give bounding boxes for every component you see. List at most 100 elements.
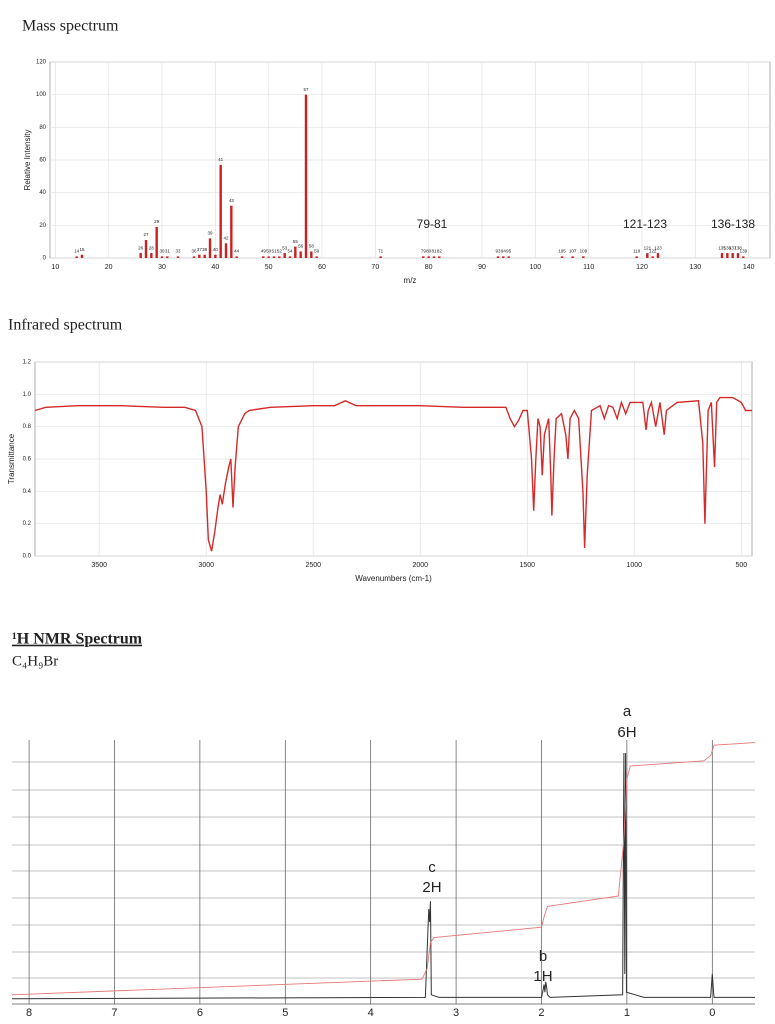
x-tick-label: 90: [478, 264, 486, 271]
bar: [230, 205, 233, 258]
chart-title: Mass spectrum: [22, 18, 119, 35]
y-tick-label: 20: [39, 223, 46, 229]
peak-label: 33: [175, 249, 181, 254]
y-tick-label: 40: [39, 190, 46, 196]
peak-label: 123: [654, 245, 662, 250]
bar: [656, 253, 660, 258]
x-tick-label: 7: [111, 1007, 117, 1019]
y-axis-label: Relative Intensity: [23, 130, 32, 191]
peak-label: 93: [495, 249, 501, 254]
bar: [571, 256, 574, 258]
x-tick-label: 40: [211, 264, 219, 271]
bar: [235, 256, 238, 258]
y-tick-label: 1.2: [23, 360, 32, 366]
peak-label: 109: [580, 249, 588, 254]
bar: [160, 256, 164, 258]
peak-label: 31: [165, 249, 171, 254]
x-tick-label: 500: [735, 562, 747, 569]
y-tick-label: 0.2: [23, 521, 32, 527]
annotation: c: [428, 859, 436, 876]
bar: [80, 254, 84, 258]
bar: [203, 254, 206, 258]
peak-label: 121: [644, 245, 652, 250]
y-tick-label: 80: [39, 125, 46, 131]
peak-label: 42: [223, 235, 229, 240]
x-tick-label: 8: [26, 1007, 32, 1019]
bar: [288, 256, 292, 258]
peak-label: 139: [740, 249, 748, 254]
bar: [582, 256, 585, 258]
bar: [502, 256, 505, 258]
peak-label: 137: [729, 245, 737, 250]
y-tick-label: 0.8: [23, 424, 32, 430]
bar: [75, 256, 78, 258]
bar: [214, 254, 217, 258]
peak-label: 57: [303, 87, 309, 92]
bar: [192, 256, 196, 258]
peak-label: 49: [261, 249, 267, 254]
bar: [166, 256, 169, 258]
bar: [315, 256, 318, 258]
x-tick-label: 70: [371, 264, 379, 271]
peak-label: 40: [213, 247, 219, 252]
bar: [635, 256, 638, 258]
annotation: 1H: [533, 968, 552, 985]
x-tick-label: 6: [197, 1007, 203, 1019]
bar: [150, 253, 153, 258]
y-tick-label: 0: [43, 256, 47, 262]
bar: [726, 253, 729, 258]
x-tick-label: 3500: [91, 562, 107, 569]
peak-label: 55: [293, 239, 299, 244]
y-tick-label: 120: [36, 60, 47, 66]
x-tick-label: 2000: [412, 562, 428, 569]
y-tick-label: 60: [39, 158, 46, 164]
x-tick-label: 140: [743, 264, 755, 271]
peak-label: 136: [724, 245, 732, 250]
peak-label: 122: [649, 249, 657, 254]
x-tick-label: 1500: [519, 562, 535, 569]
peak-label: 53: [282, 245, 288, 250]
peak-label: 79: [421, 249, 427, 254]
bar: [272, 256, 276, 258]
bar: [379, 256, 382, 258]
bar: [144, 240, 148, 258]
peak-label: 41: [218, 157, 224, 162]
x-tick-label: 3000: [198, 562, 214, 569]
peak-label: 50: [266, 249, 272, 254]
spectrum-line: [34, 396, 752, 552]
bar: [507, 256, 510, 258]
peak-label: 80: [426, 249, 432, 254]
peak-label: 52: [277, 249, 283, 254]
peak-label: 94: [501, 249, 507, 254]
peak-label: 51: [271, 249, 277, 254]
x-tick-label: 4: [368, 1007, 374, 1019]
bar: [720, 253, 724, 258]
bar: [299, 251, 302, 258]
bar: [224, 243, 228, 258]
spectrum-line: [11, 742, 756, 996]
chart-subtitle: C₄H₉Br: [12, 653, 58, 669]
peak-label: 138: [734, 245, 742, 250]
bar: [427, 256, 430, 258]
bar: [651, 256, 654, 258]
bar: [294, 246, 297, 258]
peak-label: 82: [437, 249, 443, 254]
peak-label: 54: [287, 249, 293, 254]
peak-label: 39: [207, 231, 213, 236]
chart-title: Infrared spectrum: [8, 317, 123, 334]
x-tick-label: 5: [282, 1007, 288, 1019]
peak-label: 81: [431, 249, 437, 254]
x-tick-label: 100: [529, 264, 541, 271]
annotation: b: [539, 948, 547, 965]
bar: [304, 94, 308, 259]
bar: [219, 164, 222, 258]
peak-label: 119: [633, 249, 641, 254]
peak-label: 56: [298, 244, 304, 249]
bar: [267, 256, 270, 258]
peak-label: 71: [378, 249, 384, 254]
bar: [208, 238, 212, 258]
x-tick-label: 2: [538, 1007, 544, 1019]
x-tick-label: 80: [425, 264, 433, 271]
